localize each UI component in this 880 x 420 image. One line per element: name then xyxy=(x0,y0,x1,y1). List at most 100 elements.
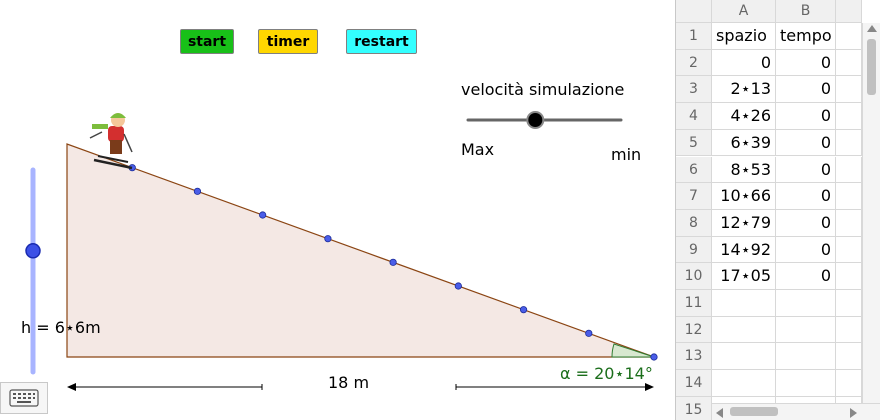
sheet-cell-a[interactable]: 8⋆53 xyxy=(712,156,776,184)
ramp-triangle xyxy=(66,143,655,358)
speed-slider-title: velocità simulazione xyxy=(461,80,625,99)
ramp-point[interactable] xyxy=(389,258,397,266)
length-label: 18 m xyxy=(328,373,370,392)
row-number[interactable]: 6 xyxy=(676,156,712,184)
column-header-empty[interactable] xyxy=(836,0,862,23)
ramp-point[interactable] xyxy=(650,353,658,361)
sheet-cell-c[interactable] xyxy=(836,129,862,157)
ramp-point[interactable] xyxy=(324,235,332,243)
sheet-cell-a[interactable]: spazio xyxy=(712,23,776,50)
speed-slider-knob[interactable] xyxy=(526,111,545,129)
sheet-cell-a[interactable]: 0 xyxy=(712,49,776,77)
sheet-cell-c[interactable] xyxy=(836,263,862,290)
sheet-cell-a[interactable]: 10⋆66 xyxy=(712,183,776,210)
ramp-point[interactable] xyxy=(193,187,202,195)
row-number[interactable]: 3 xyxy=(676,76,712,104)
ramp-scene xyxy=(25,111,658,391)
spreadsheet-view[interactable]: A B 1 spazio tempo 2 0 0 3 2⋆13 0 4 4⋆26 0 5 6⋆39 0 6 8⋆53… xyxy=(676,0,880,420)
sheet-cell-b[interactable]: 0 xyxy=(776,156,836,184)
horizontal-scrollbar[interactable] xyxy=(712,403,880,420)
start-button[interactable]: start xyxy=(180,29,234,54)
sheet-cell-b[interactable]: 0 xyxy=(776,183,836,210)
vertical-scroll-thumb[interactable] xyxy=(867,39,876,95)
skier-figure xyxy=(89,113,133,170)
sheet-cell-c[interactable] xyxy=(836,156,862,184)
keyboard-icon xyxy=(9,389,39,407)
angle-arc xyxy=(611,343,655,358)
sheet-cell-c[interactable] xyxy=(836,103,862,130)
row-number[interactable]: 4 xyxy=(676,103,712,130)
restart-button[interactable]: restart xyxy=(346,29,417,54)
row-number[interactable]: 8 xyxy=(676,209,712,237)
sheet-cell-c[interactable] xyxy=(836,236,862,264)
sheet-cell-a[interactable] xyxy=(712,343,776,371)
column-header-a[interactable]: A xyxy=(712,0,776,23)
ramp-point[interactable] xyxy=(519,306,528,314)
row-number[interactable]: 11 xyxy=(676,290,712,317)
sheet-cell-b[interactable]: 0 xyxy=(776,209,836,237)
row-number[interactable]: 9 xyxy=(676,236,712,264)
sheet-cell-a[interactable] xyxy=(712,316,776,344)
sheet-cell-c[interactable] xyxy=(836,49,862,77)
sheet-cell-b[interactable]: 0 xyxy=(776,76,836,104)
height-slider[interactable] xyxy=(25,167,41,375)
sheet-cell-b[interactable] xyxy=(776,370,836,397)
row-number[interactable]: 2 xyxy=(676,49,712,77)
length-dimension-arrows xyxy=(67,383,654,391)
keyboard-toggle-button[interactable] xyxy=(0,382,48,414)
sheet-corner[interactable] xyxy=(676,0,712,23)
row-number[interactable]: 13 xyxy=(676,343,712,371)
sheet-cell-a[interactable]: 14⋆92 xyxy=(712,236,776,264)
vertical-scrollbar[interactable] xyxy=(862,23,880,403)
sheet-cell-c[interactable] xyxy=(836,23,862,50)
sheet-cell-c[interactable] xyxy=(836,209,862,237)
row-number[interactable]: 10 xyxy=(676,263,712,290)
sheet-cell-a[interactable]: 12⋆79 xyxy=(712,209,776,237)
row-number[interactable]: 5 xyxy=(676,129,712,157)
geometry-canvas[interactable]: start timer restart velocità simulazione… xyxy=(0,0,675,420)
sheet-cell-c[interactable] xyxy=(836,370,862,397)
ramp-point[interactable] xyxy=(259,211,267,219)
ramp-point[interactable] xyxy=(454,282,462,290)
angle-label: α = 20⋆14° xyxy=(560,364,653,383)
ramp-points xyxy=(128,164,658,361)
horizontal-scroll-thumb[interactable] xyxy=(730,407,778,416)
ramp-point[interactable] xyxy=(585,329,593,337)
sheet-cell-a[interactable] xyxy=(712,290,776,317)
row-number[interactable]: 7 xyxy=(676,183,712,210)
sheet-cell-b[interactable]: 0 xyxy=(776,103,836,130)
height-label: h = 6⋆6m xyxy=(21,318,101,337)
panel-divider[interactable] xyxy=(675,0,676,420)
row-number[interactable]: 14 xyxy=(676,370,712,397)
row-number[interactable]: 12 xyxy=(676,316,712,344)
sheet-cell-b[interactable]: 0 xyxy=(776,129,836,157)
timer-button[interactable]: timer xyxy=(258,29,318,54)
sheet-cell-a[interactable]: 4⋆26 xyxy=(712,103,776,130)
sheet-cell-c[interactable] xyxy=(836,76,862,104)
sheet-cell-a[interactable]: 2⋆13 xyxy=(712,76,776,104)
sheet-cell-c[interactable] xyxy=(836,183,862,210)
sheet-cell-c[interactable] xyxy=(836,343,862,371)
sheet-cell-b[interactable] xyxy=(776,290,836,317)
sheet-cell-a[interactable]: 17⋆05 xyxy=(712,263,776,290)
sheet-cell-b[interactable] xyxy=(776,343,836,371)
height-slider-knob[interactable] xyxy=(25,243,41,259)
sheet-cell-b[interactable] xyxy=(776,316,836,344)
sheet-cell-b[interactable]: 0 xyxy=(776,263,836,290)
sheet-cell-c[interactable] xyxy=(836,290,862,317)
speed-max-label: Max xyxy=(461,140,495,159)
sheet-cell-c[interactable] xyxy=(836,316,862,344)
scroll-up-arrow[interactable] xyxy=(867,25,877,32)
sheet-cell-a[interactable] xyxy=(712,370,776,397)
sheet-cell-b[interactable]: 0 xyxy=(776,236,836,264)
sheet-cell-b[interactable]: tempo xyxy=(776,23,836,50)
sheet-cell-a[interactable]: 6⋆39 xyxy=(712,129,776,157)
sheet-cell-b[interactable]: 0 xyxy=(776,49,836,77)
scroll-right-arrow[interactable] xyxy=(850,408,857,418)
speed-slider[interactable] xyxy=(466,111,623,129)
column-header-b[interactable]: B xyxy=(776,0,836,23)
speed-min-label: min xyxy=(611,145,642,164)
row-number[interactable]: 15 xyxy=(676,396,712,420)
scroll-left-arrow[interactable] xyxy=(716,408,723,418)
row-number[interactable]: 1 xyxy=(676,23,712,50)
